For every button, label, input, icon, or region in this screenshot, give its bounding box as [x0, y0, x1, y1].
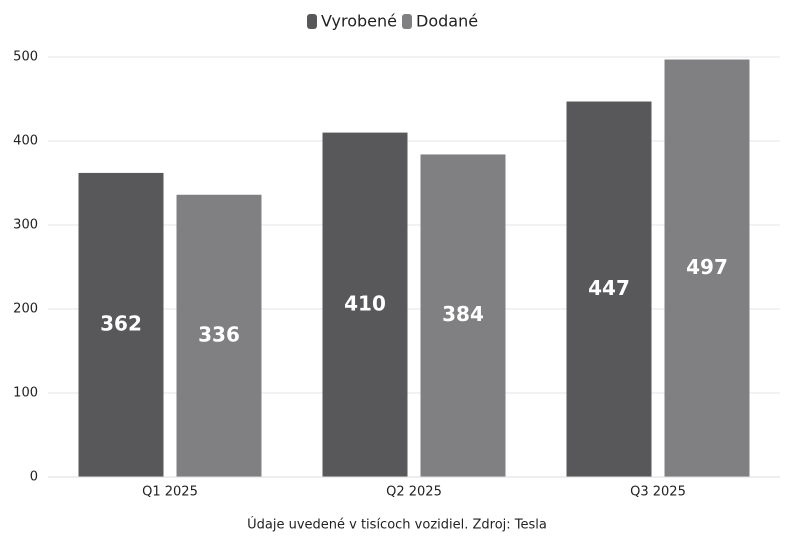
x-tick-label: Q2 2025	[386, 485, 442, 500]
chart-note: Údaje uvedené v tisícoch vozidiel. Zdroj…	[247, 517, 547, 533]
y-tick-label: 400	[13, 134, 38, 149]
value-label: 447	[588, 276, 630, 300]
value-label: 384	[442, 302, 484, 326]
legend-label: Vyrobené	[321, 12, 397, 31]
y-tick-label: 500	[13, 50, 38, 65]
bar	[78, 172, 164, 478]
x-tick-label: Q1 2025	[142, 485, 198, 500]
legend-marker	[307, 14, 317, 29]
bar	[176, 194, 262, 477]
bar	[566, 101, 652, 478]
value-label: 497	[686, 255, 728, 279]
bar	[322, 132, 408, 477]
value-label: 362	[100, 311, 142, 335]
x-tick-label: Q3 2025	[630, 485, 686, 500]
value-label: 410	[344, 291, 386, 315]
value-label: 336	[198, 322, 240, 346]
y-tick-label: 100	[13, 386, 38, 401]
y-tick-label: 0	[30, 470, 38, 485]
legend-marker	[402, 14, 412, 29]
y-tick-label: 300	[13, 218, 38, 233]
bar	[664, 59, 750, 478]
bar	[420, 154, 506, 477]
y-tick-label: 200	[13, 302, 38, 317]
legend-label: Dodané	[416, 12, 478, 31]
